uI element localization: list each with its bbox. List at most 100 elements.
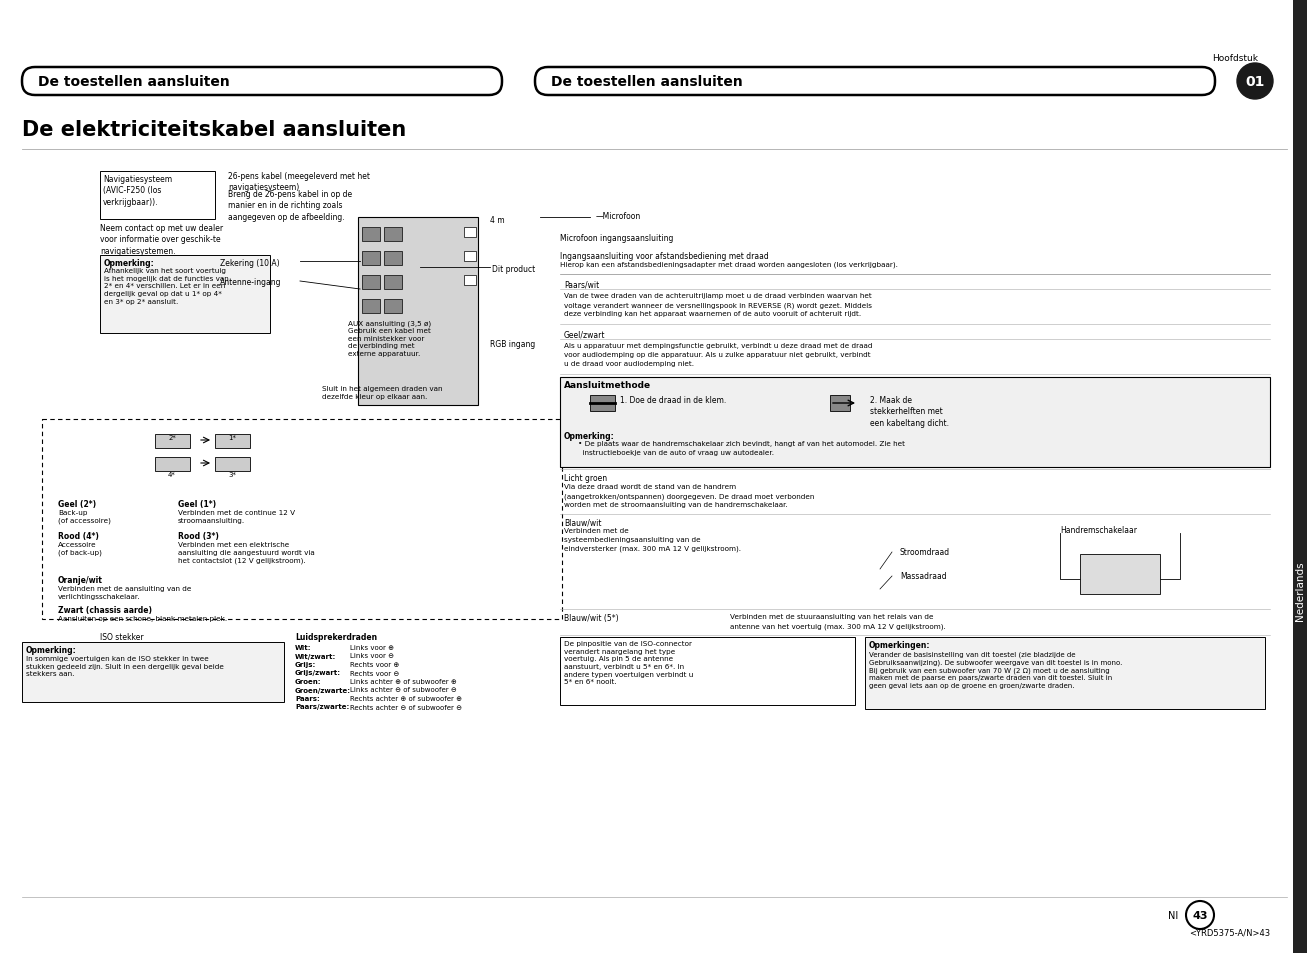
Text: Geel/zwart: Geel/zwart <box>565 330 605 338</box>
Text: Accessoire
(of back-up): Accessoire (of back-up) <box>58 541 102 556</box>
Text: Hoofdstuk: Hoofdstuk <box>1212 54 1259 63</box>
Text: Rood (4*): Rood (4*) <box>58 532 99 540</box>
Bar <box>464 275 476 286</box>
Text: Aansluiten op een schone, blank metalen plek.: Aansluiten op een schone, blank metalen … <box>58 616 227 621</box>
Text: Verbinden met een elektrische
aansluiting die aangestuurd wordt via
het contacts: Verbinden met een elektrische aansluitin… <box>178 541 315 563</box>
Bar <box>384 275 403 290</box>
Text: Sluit in het algemeen draden van
dezelfde kleur op elkaar aan.: Sluit in het algemeen draden van dezelfd… <box>322 386 443 399</box>
Bar <box>865 638 1265 709</box>
Text: Blauw/wit (5*): Blauw/wit (5*) <box>565 614 618 622</box>
Text: Hierop kan een afstandsbedieningsadapter met draad worden aangesloten (los verkr: Hierop kan een afstandsbedieningsadapter… <box>559 261 898 267</box>
Text: Rechts voor ⊖: Rechts voor ⊖ <box>350 670 399 676</box>
Bar <box>214 457 250 472</box>
Text: Wit:: Wit: <box>295 644 311 650</box>
Text: Paars/zwarte:: Paars/zwarte: <box>295 703 349 710</box>
Text: 1. Doe de draad in de klem.: 1. Doe de draad in de klem. <box>620 395 727 405</box>
Text: Microfoon ingangsaansluiting: Microfoon ingangsaansluiting <box>559 233 673 243</box>
Text: De toestellen aansluiten: De toestellen aansluiten <box>552 75 742 89</box>
Text: Rechts achter ⊖ of subwoofer ⊖: Rechts achter ⊖ of subwoofer ⊖ <box>350 703 461 710</box>
Text: 1*: 1* <box>227 435 237 440</box>
Text: Geel (2*): Geel (2*) <box>58 499 97 509</box>
Text: Rechts voor ⊕: Rechts voor ⊕ <box>350 661 399 667</box>
Text: Links voor ⊕: Links voor ⊕ <box>350 644 393 650</box>
Text: Wit/zwart:: Wit/zwart: <box>295 653 336 659</box>
Bar <box>101 172 214 220</box>
Text: 4*: 4* <box>169 472 176 477</box>
Text: Verbinden met de aansluiting van de
verlichtingsschakelaar.: Verbinden met de aansluiting van de verl… <box>58 585 191 599</box>
Text: Paars:: Paars: <box>295 696 320 701</box>
Text: Massadraad: Massadraad <box>901 572 946 580</box>
Bar <box>384 252 403 266</box>
Bar <box>362 275 380 290</box>
Bar <box>464 228 476 237</box>
Text: Rood (3*): Rood (3*) <box>178 532 218 540</box>
Text: Zekering (10 A): Zekering (10 A) <box>220 258 280 268</box>
Bar <box>589 395 616 412</box>
Bar <box>214 435 250 449</box>
Text: Links achter ⊖ of subwoofer ⊖: Links achter ⊖ of subwoofer ⊖ <box>350 687 456 693</box>
Bar <box>559 377 1270 468</box>
Bar <box>101 255 271 334</box>
Text: In sommige voertuigen kan de ISO stekker in twee
stukken gedeeld zijn. Sluit in : In sommige voertuigen kan de ISO stekker… <box>26 656 223 677</box>
Text: eindversterker (max. 300 mA 12 V gelijkstroom).: eindversterker (max. 300 mA 12 V gelijks… <box>565 545 741 552</box>
Text: Stroomdraad: Stroomdraad <box>901 547 950 557</box>
Bar <box>156 457 190 472</box>
Text: worden met de stroomaansluiting van de handremschakelaar.: worden met de stroomaansluiting van de h… <box>565 501 788 507</box>
Text: Ingangsaansluiting voor afstandsbediening met draad: Ingangsaansluiting voor afstandsbedienin… <box>559 252 769 261</box>
Bar <box>362 228 380 242</box>
Text: Paars/wit: Paars/wit <box>565 280 599 289</box>
Text: —Microfoon: —Microfoon <box>596 212 642 221</box>
Bar <box>1293 0 1307 953</box>
Bar <box>362 252 380 266</box>
Text: (aangetrokken/ontspannen) doorgegeven. De draad moet verbonden: (aangetrokken/ontspannen) doorgegeven. D… <box>565 493 814 499</box>
Text: antenne van het voertuig (max. 300 mA 12 V gelijkstroom).: antenne van het voertuig (max. 300 mA 12… <box>731 622 946 629</box>
Text: 43: 43 <box>1192 910 1208 920</box>
Text: ISO stekker: ISO stekker <box>101 633 144 641</box>
Text: Zwart (chassis aarde): Zwart (chassis aarde) <box>58 605 152 615</box>
Circle shape <box>1185 901 1214 929</box>
Text: De pinpositie van de ISO-connector
verandert naargelang het type
voertuig. Als p: De pinpositie van de ISO-connector veran… <box>565 640 694 684</box>
Text: voltage verandert wanneer de versnellingspook in REVERSE (R) wordt gezet. Middel: voltage verandert wanneer de versnelling… <box>565 302 872 308</box>
Text: Back-up
(of accessoire): Back-up (of accessoire) <box>58 510 111 523</box>
Text: Opmerking:: Opmerking: <box>565 432 614 440</box>
Text: 4 m: 4 m <box>490 215 505 225</box>
Text: De toestellen aansluiten: De toestellen aansluiten <box>38 75 230 89</box>
Text: Afhankelijk van het soort voertuig
is het mogelijk dat de functies van
2* en 4* : Afhankelijk van het soort voertuig is he… <box>105 268 229 304</box>
FancyBboxPatch shape <box>22 68 502 96</box>
Text: systeembedieningsaansluiting van de: systeembedieningsaansluiting van de <box>565 537 701 542</box>
Text: Nederlands: Nederlands <box>1295 561 1304 620</box>
Bar <box>22 642 284 702</box>
Text: Verander de basisinstelling van dit toestel (zie bladzijde de
Gebruiksaanwijzing: Verander de basisinstelling van dit toes… <box>869 650 1123 688</box>
Text: Verbinden met de stuuraansluiting van het relais van de: Verbinden met de stuuraansluiting van he… <box>731 614 933 619</box>
Text: Opmerkingen:: Opmerkingen: <box>869 640 931 649</box>
Text: 2. Maak de
stekkerhelften met
een kabeltang dicht.: 2. Maak de stekkerhelften met een kabelt… <box>870 395 949 427</box>
Text: Opmerking:: Opmerking: <box>26 645 77 655</box>
FancyBboxPatch shape <box>535 68 1216 96</box>
Text: deze verbinding kan het apparaat waarnemen of de auto vooruit of achteruit rijdt: deze verbinding kan het apparaat waarnem… <box>565 311 861 316</box>
Text: Navigatiesysteem
(AVIC-F250 (los
verkrijgbaar)).: Navigatiesysteem (AVIC-F250 (los verkrij… <box>103 174 173 207</box>
Bar <box>559 638 855 705</box>
Text: Als u apparatuur met dempingsfunctie gebruikt, verbindt u deze draad met de draa: Als u apparatuur met dempingsfunctie geb… <box>565 343 873 349</box>
Bar <box>358 218 478 406</box>
Text: Breng de 26-pens kabel in op de
manier en in de richting zoals
aangegeven op de : Breng de 26-pens kabel in op de manier e… <box>227 190 352 222</box>
Text: Oranje/wit: Oranje/wit <box>58 576 103 584</box>
Text: Verbinden met de continue 12 V
stroomaansluiting.: Verbinden met de continue 12 V stroomaan… <box>178 510 295 523</box>
Text: Licht groen: Licht groen <box>565 474 608 482</box>
Text: Neem contact op met uw dealer
voor informatie over geschik-te
navigatiesystemen.: Neem contact op met uw dealer voor infor… <box>101 224 223 255</box>
Text: • De plaats waar de handremschakelaar zich bevindt, hangt af van het automodel. : • De plaats waar de handremschakelaar zi… <box>578 440 904 447</box>
Bar <box>830 395 850 412</box>
Bar <box>464 252 476 262</box>
Text: Dit product: Dit product <box>491 265 536 274</box>
Text: NI: NI <box>1167 910 1178 920</box>
Text: AUX aansluiting (3,5 ø)
Gebruik een kabel met
een ministekker voor
de verbinding: AUX aansluiting (3,5 ø) Gebruik een kabe… <box>348 319 431 356</box>
Text: <YRD5375-A/N>43: <YRD5375-A/N>43 <box>1189 928 1270 937</box>
Text: u de draad voor audiodemping niet.: u de draad voor audiodemping niet. <box>565 360 694 367</box>
Text: Groen/zwarte:: Groen/zwarte: <box>295 687 352 693</box>
Text: Groen:: Groen: <box>295 679 322 684</box>
Text: Links achter ⊕ of subwoofer ⊕: Links achter ⊕ of subwoofer ⊕ <box>350 679 456 684</box>
Text: 26-pens kabel (meegeleverd met het
navigatiesysteem): 26-pens kabel (meegeleverd met het navig… <box>227 172 370 193</box>
Text: Grijs/zwart:: Grijs/zwart: <box>295 670 341 676</box>
Circle shape <box>1236 64 1273 100</box>
Bar <box>1080 555 1161 595</box>
Text: Links voor ⊖: Links voor ⊖ <box>350 653 393 659</box>
